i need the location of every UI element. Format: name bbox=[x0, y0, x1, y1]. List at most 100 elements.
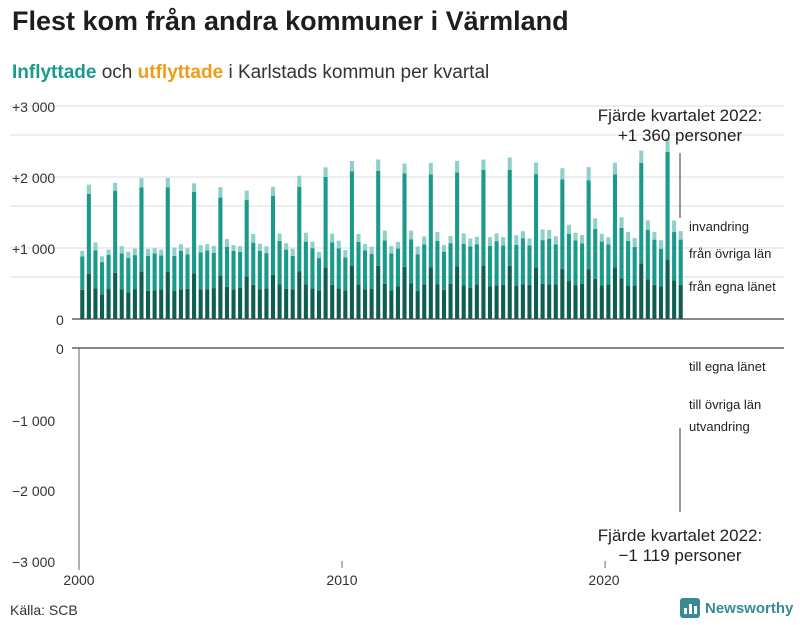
bar-in-egna bbox=[422, 284, 427, 319]
bar-in-invandring bbox=[343, 250, 348, 258]
y-tick-label: 0 bbox=[56, 341, 64, 357]
bar-in-egna bbox=[455, 266, 460, 319]
bar-in-invandring bbox=[224, 239, 230, 247]
bar-in-ovriga bbox=[593, 229, 598, 279]
bar-in-ovriga bbox=[218, 197, 223, 276]
bar-in-invandring bbox=[257, 243, 262, 251]
bar-in-invandring bbox=[297, 175, 302, 187]
y-tick-label: −3 000 bbox=[12, 554, 55, 570]
bar-in-egna bbox=[389, 290, 394, 319]
bar-in-ovriga bbox=[560, 179, 565, 270]
bar-in-egna bbox=[178, 289, 183, 319]
chart-subtitle: Inflyttade och utflyttade i Karlstads ko… bbox=[12, 62, 489, 84]
bar-in-ovriga bbox=[205, 250, 210, 290]
bar-in-egna bbox=[481, 265, 486, 319]
bar-in-invandring bbox=[586, 167, 591, 181]
bar-in-egna bbox=[678, 284, 683, 319]
bar-in-invandring bbox=[99, 256, 105, 263]
bar-in-ovriga bbox=[86, 193, 91, 274]
bar-in-invandring bbox=[198, 245, 203, 253]
bar-in-egna bbox=[211, 288, 216, 319]
bar-in-ovriga bbox=[303, 241, 308, 285]
bar-in-egna bbox=[284, 288, 289, 319]
bar-in-egna bbox=[119, 289, 124, 319]
bar-in-egna bbox=[560, 269, 565, 319]
bar-in-invandring bbox=[409, 230, 414, 240]
inflow-bars bbox=[80, 138, 683, 319]
bar-in-invandring bbox=[185, 248, 190, 255]
bar-in-invandring bbox=[86, 184, 91, 194]
bar-in-invandring bbox=[159, 249, 164, 256]
bar-in-invandring bbox=[244, 190, 249, 201]
annotation-in-line2: +1 360 personer bbox=[618, 126, 743, 145]
bar-in-invandring bbox=[336, 240, 341, 249]
bar-in-egna bbox=[270, 274, 276, 319]
bar-in-egna bbox=[376, 265, 381, 319]
bar-in-invandring bbox=[231, 245, 236, 251]
bar-in-egna bbox=[146, 290, 151, 319]
bar-in-egna bbox=[257, 289, 262, 319]
bar-in-ovriga bbox=[678, 239, 683, 285]
bar-in-invandring bbox=[415, 246, 420, 255]
annotation-in-line1: Fjärde kvartalet 2022: bbox=[598, 106, 762, 125]
bar-in-invandring bbox=[238, 246, 243, 252]
bar-in-invandring bbox=[363, 244, 368, 251]
bar-in-ovriga bbox=[619, 227, 624, 279]
brand-logo[interactable]: Newsworthy bbox=[680, 598, 793, 618]
bar-in-ovriga bbox=[586, 180, 591, 270]
bar-in-invandring bbox=[533, 162, 539, 175]
bar-in-egna bbox=[323, 267, 328, 319]
bar-in-invandring bbox=[428, 162, 433, 175]
bar-in-invandring bbox=[566, 224, 571, 234]
bar-in-egna bbox=[93, 288, 98, 319]
series-label-utvandring: utvandring bbox=[689, 419, 750, 434]
bar-in-ovriga bbox=[672, 232, 677, 281]
bar-in-ovriga bbox=[632, 247, 637, 286]
bar-in-ovriga bbox=[363, 250, 368, 290]
bar-in-ovriga bbox=[428, 174, 433, 268]
bar-in-invandring bbox=[132, 248, 137, 256]
bar-in-invandring bbox=[178, 244, 183, 251]
bar-in-egna bbox=[520, 284, 525, 319]
bar-in-invandring bbox=[277, 233, 282, 242]
bar-in-invandring bbox=[172, 247, 177, 256]
bar-in-invandring bbox=[553, 236, 558, 245]
series-label-invandring: invandring bbox=[689, 219, 749, 234]
bar-in-invandring bbox=[501, 237, 506, 246]
bar-in-egna bbox=[106, 289, 111, 319]
bar-in-egna bbox=[277, 284, 282, 319]
bar-in-ovriga bbox=[297, 186, 302, 272]
bar-in-invandring bbox=[382, 230, 387, 241]
bar-in-ovriga bbox=[349, 171, 354, 266]
bar-in-ovriga bbox=[99, 262, 105, 295]
bar-in-invandring bbox=[560, 168, 565, 180]
bar-in-egna bbox=[99, 294, 105, 319]
bar-in-egna bbox=[251, 284, 256, 319]
bar-in-ovriga bbox=[152, 253, 157, 291]
bar-in-egna bbox=[448, 283, 453, 319]
bar-in-egna bbox=[533, 267, 539, 319]
bar-in-ovriga bbox=[192, 191, 197, 274]
bar-in-invandring bbox=[678, 230, 683, 240]
bar-in-egna bbox=[658, 286, 664, 319]
bar-in-egna bbox=[159, 289, 164, 319]
bar-in-ovriga bbox=[159, 255, 164, 290]
bar-in-ovriga bbox=[474, 244, 479, 285]
x-tick-label: 2010 bbox=[326, 572, 357, 588]
bar-in-invandring bbox=[165, 177, 170, 188]
bar-in-ovriga bbox=[566, 233, 571, 282]
bar-in-ovriga bbox=[113, 190, 118, 273]
bar-in-invandring bbox=[632, 238, 637, 248]
bar-in-egna bbox=[231, 289, 236, 319]
bar-in-invandring bbox=[139, 178, 144, 188]
bar-in-invandring bbox=[606, 237, 611, 245]
bar-in-ovriga bbox=[376, 170, 381, 266]
bar-in-egna bbox=[205, 289, 210, 319]
bar-in-ovriga bbox=[316, 258, 322, 291]
bar-in-egna bbox=[132, 289, 137, 319]
bar-in-ovriga bbox=[481, 169, 486, 266]
bar-in-egna bbox=[290, 289, 295, 319]
bar-in-egna bbox=[665, 259, 670, 319]
bar-in-invandring bbox=[468, 238, 473, 247]
